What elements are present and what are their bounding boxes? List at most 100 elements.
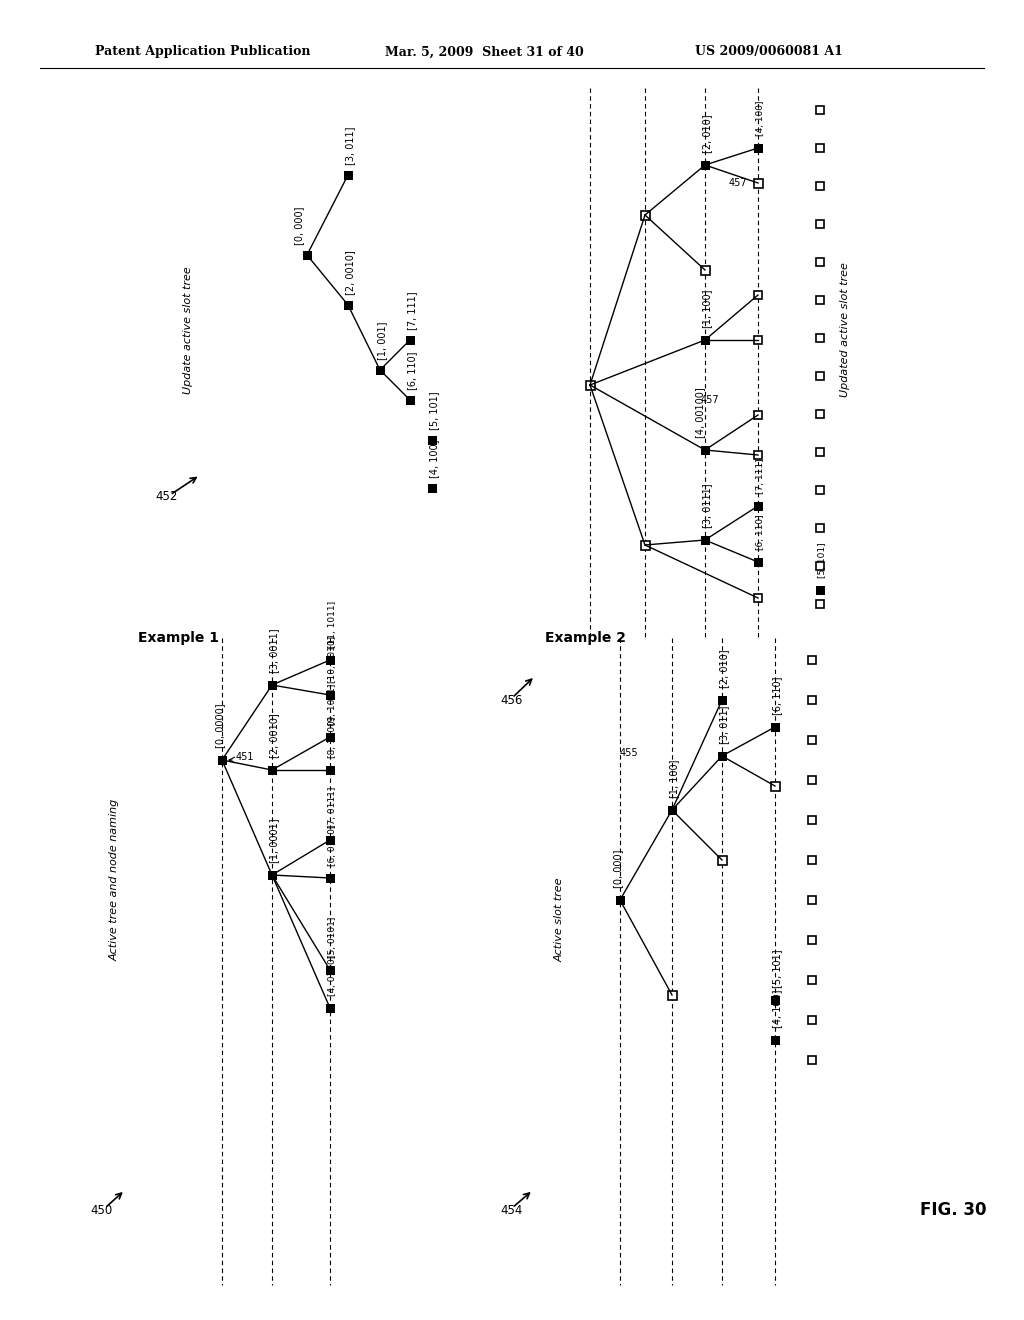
Bar [217,755,226,764]
Text: 452: 452 [155,491,177,503]
Text: [2, 0010]: [2, 0010] [345,251,355,294]
Bar [816,601,824,609]
Bar [718,751,726,760]
Text: [3, 0111]: [3, 0111] [702,483,712,528]
Bar [700,161,710,169]
Bar [808,696,816,704]
Bar [700,536,710,544]
Bar [326,656,335,664]
Text: 454: 454 [500,1204,522,1217]
Bar [816,257,824,267]
Text: Active slot tree: Active slot tree [555,878,565,962]
Bar [770,995,779,1005]
Bar [668,990,677,999]
Bar [754,411,762,418]
Bar [808,656,816,664]
Bar [267,766,276,775]
Bar [816,562,824,570]
Bar [406,396,415,404]
Text: [0, 000]: [0, 000] [294,206,304,246]
Bar [343,170,352,180]
Bar [770,1035,779,1044]
Text: 457: 457 [700,395,719,405]
Text: Updated active slot tree: Updated active slot tree [840,263,850,397]
Bar [816,486,824,494]
Bar [816,220,824,228]
Text: [5, 0101]: [5, 0101] [328,916,337,958]
Bar [754,451,762,459]
Bar [718,696,726,705]
Bar [808,855,816,865]
Bar [326,690,335,700]
Bar [808,1056,816,1064]
Text: [4, 100]: [4, 100] [429,440,439,478]
Bar [808,975,816,983]
Bar [770,722,779,731]
Text: [8, 1000]: [8, 1000] [328,717,337,758]
Bar [816,524,824,532]
Text: [1, 0001]: [1, 0001] [269,818,279,863]
Bar [718,855,726,865]
Text: [2, 010]: [2, 010] [702,115,712,153]
Bar [406,335,415,345]
Text: [10, 1010]: [10, 1010] [328,636,337,682]
Bar [816,106,824,114]
Text: [1, 001]: [1, 001] [377,322,387,360]
Bar [700,265,710,275]
Bar [816,334,824,342]
Bar [816,372,824,380]
Bar [816,447,824,455]
Bar [326,1003,335,1012]
Bar [808,776,816,784]
Bar [427,436,436,445]
Text: 450: 450 [90,1204,113,1217]
Text: Active tree and node naming: Active tree and node naming [110,799,120,961]
Text: [7, 0111]: [7, 0111] [328,787,337,828]
Bar [640,210,649,219]
Text: [5, 101]: [5, 101] [817,543,826,578]
Text: 451: 451 [236,752,255,762]
Text: [6, 110]: [6, 110] [407,351,417,389]
Bar [267,681,276,689]
Bar [754,290,762,300]
Text: [4, 100]: [4, 100] [756,100,765,136]
Text: 455: 455 [620,748,639,758]
Bar [326,836,335,845]
Text: [4, 00100]: [4, 00100] [695,387,705,438]
Bar [376,366,384,375]
Text: [2, 0010]: [2, 0010] [269,713,279,758]
Bar [326,965,335,974]
Text: [6, 110]: [6, 110] [756,515,765,550]
Text: [3, 0011]: [3, 0011] [269,628,279,673]
Text: [9, 1001]: [9, 1001] [328,684,337,725]
Text: [6, 0110]: [6, 0110] [328,825,337,866]
Bar [754,178,763,187]
Text: [7, 111]: [7, 111] [756,458,765,494]
Text: [2, 010]: [2, 010] [719,649,729,688]
Text: 456: 456 [500,693,522,706]
Text: Example 1: Example 1 [138,631,219,645]
Text: [0, 0000]: [0, 0000] [215,704,225,748]
Text: Update active slot tree: Update active slot tree [183,267,193,393]
Bar [808,737,816,744]
Bar [615,895,625,904]
Bar [816,144,824,152]
Text: [4, 0100]: [4, 0100] [328,954,337,997]
Text: [5, 101]: [5, 101] [429,391,439,430]
Bar [815,586,824,594]
Bar [267,870,276,879]
Text: FIG. 30: FIG. 30 [920,1201,986,1218]
Bar [754,594,762,602]
Text: [6, 110]: [6, 110] [772,676,782,715]
Bar [808,896,816,904]
Bar [326,733,335,742]
Text: Mar. 5, 2009  Sheet 31 of 40: Mar. 5, 2009 Sheet 31 of 40 [385,45,584,58]
Bar [668,805,677,814]
Bar [640,540,649,549]
Text: Example 2: Example 2 [545,631,626,645]
Bar [700,446,710,454]
Text: [3, 011]: [3, 011] [345,127,355,165]
Text: US 2009/0060081 A1: US 2009/0060081 A1 [695,45,843,58]
Bar [302,251,311,260]
Text: [3, 011]: [3, 011] [719,705,729,744]
